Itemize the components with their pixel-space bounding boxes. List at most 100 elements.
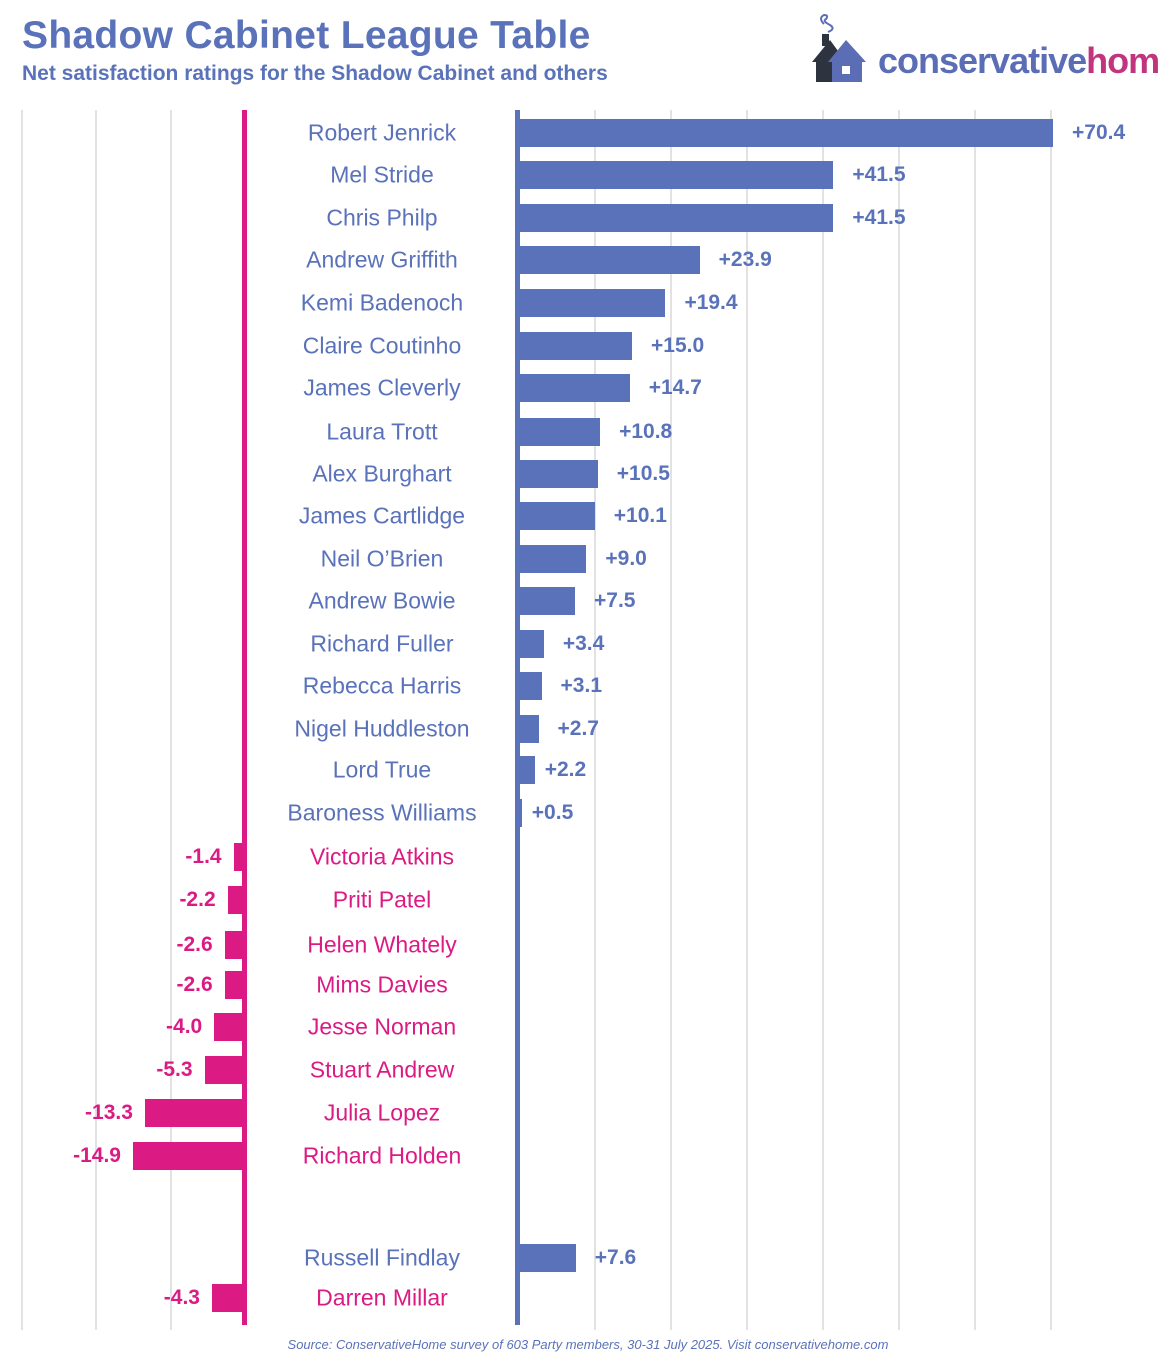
data-label: +3.4 [562,632,605,655]
data-label: +9.0 [605,547,647,570]
bar [214,1013,244,1041]
bar [132,1142,244,1170]
data-label: +23.9 [718,248,772,271]
chart-title: Shadow Cabinet League Table [22,14,591,57]
bar [518,715,539,743]
category-label: Priti Patel [332,886,432,913]
category-label: Andrew Bowie [308,587,456,614]
source-note: Source: ConservativeHome survey of 603 P… [287,1337,889,1352]
bar [518,502,595,530]
bar [518,246,700,274]
data-label: -5.3 [156,1058,193,1081]
data-label: +19.4 [684,291,738,314]
data-label: -2.2 [179,888,216,911]
data-label: +14.7 [648,376,702,399]
data-label: +0.5 [531,801,574,824]
data-label: +41.5 [852,163,906,186]
gridline [95,110,97,1330]
data-label: +10.1 [613,504,667,527]
bar [518,587,575,615]
house-icon [812,13,866,82]
category-label: Stuart Andrew [309,1056,455,1083]
bar [518,756,535,784]
bar [144,1099,244,1127]
data-label: +15.0 [651,334,705,357]
gridline [974,110,976,1330]
data-label: +2.2 [544,758,587,781]
category-label: Richard Holden [302,1142,462,1169]
category-label: Darren Millar [316,1284,448,1311]
data-label: -4.3 [163,1286,200,1309]
bar [518,204,834,232]
bar [518,332,632,360]
positive-axis [515,110,520,1325]
category-label: James Cartlidge [298,502,466,529]
category-label: Russell Findlay [304,1244,460,1271]
data-label: -2.6 [176,933,213,956]
bar [227,886,244,914]
bar [224,931,244,959]
bar [211,1284,244,1312]
category-label: Robert Jenrick [307,119,457,146]
gridline [670,110,672,1330]
data-label: +3.1 [560,674,603,697]
gridline [822,110,824,1330]
category-label: Mims Davies [316,971,448,998]
data-label: +70.4 [1072,121,1126,144]
category-label: Lord True [332,756,432,783]
category-label: Nigel Huddleston [294,715,470,742]
category-label: Andrew Griffith [306,246,458,273]
gridline [169,110,172,1330]
gridline [594,110,596,1330]
bar [518,161,834,189]
data-label: -13.3 [85,1101,133,1124]
bar [518,799,522,827]
data-label: +7.6 [594,1246,637,1269]
category-label: Baroness Williams [287,799,477,826]
bar [518,418,601,446]
category-label: Richard Fuller [310,630,454,657]
bar [518,1244,576,1272]
gridline [1050,110,1052,1330]
data-label: +10.8 [619,420,673,443]
category-label: Claire Coutinho [302,332,462,359]
bar [233,843,244,871]
bar [518,119,1054,147]
data-label: +10.5 [616,462,670,485]
category-label: Helen Whately [307,931,457,958]
bar [204,1056,244,1084]
logo-text-conservative: conservative [878,40,1087,81]
bar [224,971,244,999]
bar [518,374,630,402]
category-label: Jesse Norman [307,1013,457,1040]
category-label: Alex Burghart [312,460,452,487]
category-label: Rebecca Harris [302,672,462,699]
data-label: -4.0 [166,1015,203,1038]
data-label: +2.7 [557,717,599,740]
bar [518,289,666,317]
gridline [898,110,900,1330]
category-label: Victoria Atkins [309,843,455,870]
gridline [20,110,23,1330]
data-label: -2.6 [176,973,213,996]
data-label: -14.9 [73,1144,121,1167]
logo-text-home: home [1086,40,1160,81]
bar [518,672,542,700]
category-label: Mel Stride [330,161,434,188]
data-label: +41.5 [852,206,906,229]
data-label: -1.4 [185,845,222,868]
category-label: Neil O’Brien [320,545,444,572]
bar [518,460,598,488]
data-label: +7.5 [594,589,636,612]
category-label: Julia Lopez [323,1099,441,1126]
chart-subtitle: Net satisfaction ratings for the Shadow … [22,62,608,85]
category-label: Chris Philp [326,204,438,231]
category-label: Kemi Badenoch [300,289,464,316]
category-label: Laura Trott [326,418,438,445]
conservativehome-logo: conservativehome [810,10,1160,90]
negative-axis [242,110,247,1325]
category-label: James Cleverly [303,374,461,401]
bar [518,630,544,658]
gridline [746,110,748,1330]
